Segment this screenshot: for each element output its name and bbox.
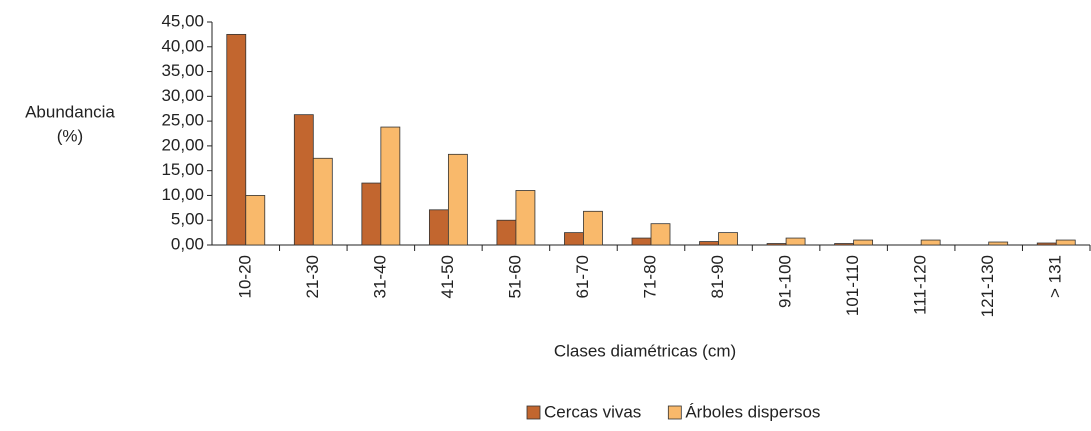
- y-tick-label: 40,00: [161, 36, 204, 55]
- x-tick-label: 51-60: [505, 255, 524, 298]
- y-tick-label: 45,00: [161, 11, 204, 30]
- y-tick-label: 10,00: [161, 185, 204, 204]
- legend-label: Árboles dispersos: [685, 402, 820, 421]
- x-tick-label: 41-50: [438, 255, 457, 298]
- bar: [834, 243, 855, 246]
- x-tick-label: 111-120: [911, 255, 930, 315]
- bar: [564, 232, 584, 246]
- bar: [766, 243, 787, 246]
- x-tick-label: 71-80: [640, 255, 659, 298]
- legend-swatch: [667, 405, 682, 420]
- bar: [853, 239, 874, 246]
- bar: [245, 195, 266, 246]
- bar: [631, 237, 652, 246]
- y-tick-label: 0,00: [171, 234, 204, 253]
- bar: [988, 241, 1009, 246]
- x-tick-label: 31-40: [370, 255, 389, 298]
- y-tick-label: 15,00: [161, 160, 204, 179]
- bar: [447, 153, 468, 246]
- y-axis-label: (%): [57, 126, 83, 145]
- y-tick-label: 35,00: [161, 61, 204, 80]
- bar: [1055, 239, 1076, 246]
- bar: [496, 219, 517, 246]
- x-tick-label: 21-30: [303, 255, 322, 298]
- bar: [515, 190, 536, 246]
- bar: [428, 209, 449, 246]
- bar: [583, 210, 603, 246]
- bar: [361, 182, 382, 246]
- x-tick-label: 91-100: [776, 255, 795, 308]
- x-tick-label: 10-20: [235, 255, 254, 298]
- x-tick-label: 61-70: [573, 255, 592, 298]
- legend-label: Cercas vivas: [544, 402, 641, 421]
- bar: [293, 114, 314, 246]
- y-tick-label: 20,00: [161, 135, 204, 154]
- x-tick-label: 81-90: [708, 255, 727, 298]
- bar: [785, 237, 806, 246]
- y-tick-label: 30,00: [161, 86, 204, 105]
- bar: [650, 223, 671, 246]
- x-tick-label: 121-130: [978, 255, 997, 317]
- y-axis-label: Abundancia: [25, 102, 115, 121]
- bar: [380, 126, 401, 246]
- bar: [1036, 242, 1057, 246]
- x-axis-label: Clases diamétricas (cm): [554, 341, 736, 360]
- bar: [699, 241, 719, 246]
- bar: [718, 232, 738, 246]
- y-tick-label: 5,00: [171, 210, 204, 229]
- x-tick-label: 101-110: [843, 255, 862, 316]
- legend-swatch: [526, 405, 541, 420]
- bar: [312, 157, 333, 246]
- bar: [920, 239, 941, 246]
- x-tick-label: > 131: [1046, 255, 1065, 298]
- bar: [226, 33, 247, 246]
- y-tick-label: 25,00: [161, 111, 204, 130]
